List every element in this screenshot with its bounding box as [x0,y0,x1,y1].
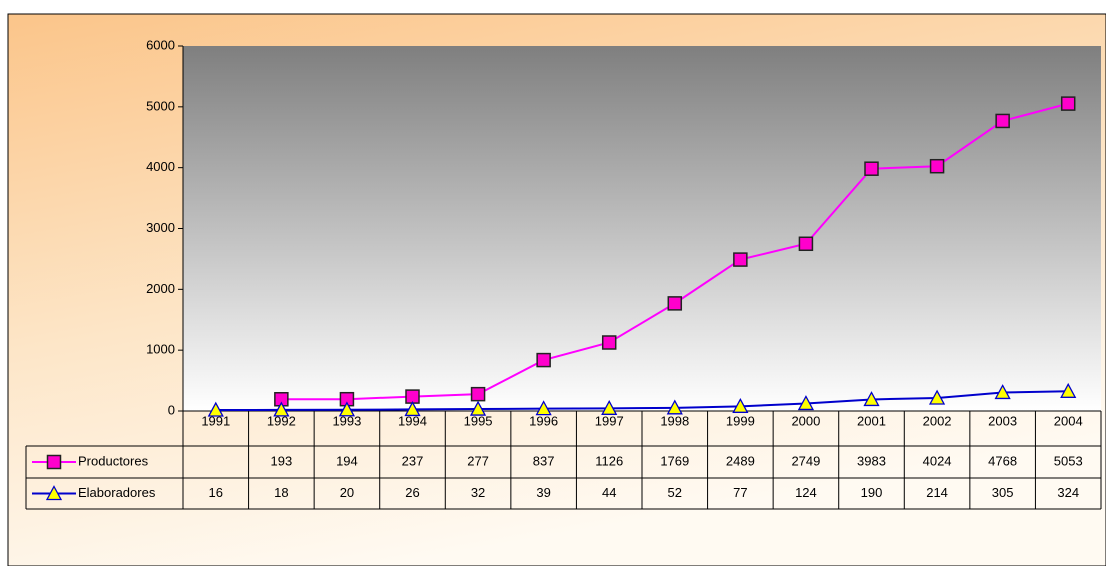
table-value: 18 [274,485,288,500]
table-value: 52 [668,485,682,500]
marker [1060,96,1076,111]
y-tick-label: 5000 [146,98,175,113]
marker [404,401,421,417]
y-tick-label: 1000 [146,342,175,357]
marker [667,296,683,311]
marker [46,454,62,470]
marker [1060,382,1077,398]
table-value: 44 [602,485,616,500]
x-tick-label: 1996 [529,413,558,428]
y-tick-label: 2000 [146,281,175,296]
y-tick-label: 4000 [146,159,175,174]
x-tick-label: 2001 [857,413,886,428]
marker [929,158,945,174]
x-tick-label: 2000 [791,413,820,428]
y-tick-label: 6000 [146,37,175,52]
marker [601,399,618,415]
y-tick-label: 0 [168,402,175,417]
table-value: 39 [536,485,550,500]
marker [535,400,552,416]
table-value: 20 [340,485,354,500]
marker [995,113,1010,129]
x-tick-label: 2004 [1054,413,1083,428]
table-value: 193 [271,453,293,468]
table-value: 3983 [857,453,886,468]
table-value: 1769 [660,453,689,468]
table-value: 5053 [1054,453,1083,468]
x-tick-label: 1994 [398,413,427,428]
table-value: 2749 [791,453,820,468]
table-value: 4024 [923,453,952,468]
x-tick-label: 1997 [595,413,624,428]
table-value: 32 [471,485,485,500]
x-tick-label: 1991 [201,413,230,428]
marker [994,384,1011,400]
x-tick-label: 1995 [464,413,493,428]
table-value: 305 [992,485,1014,500]
marker [733,252,748,267]
marker [798,236,814,252]
legend-label: Elaboradores [78,485,156,500]
y-tick-label: 3000 [146,220,175,235]
x-tick-label: 2003 [988,413,1017,428]
x-tick-label: 2002 [923,413,952,428]
marker [536,352,551,368]
legend-label: Productores [78,453,149,468]
marker [469,400,487,416]
series-line [215,390,1069,412]
marker [864,161,879,176]
marker [273,401,290,417]
x-tick-label: 1993 [332,413,361,428]
marker [470,386,486,402]
table-value: 2489 [726,453,755,468]
x-tick-label: 1999 [726,413,755,428]
plot-area [183,46,1101,411]
table-value: 26 [405,485,419,500]
table-value: 1126 [595,453,623,468]
marker [797,395,815,411]
x-tick-label: 1992 [267,413,296,428]
table-value: 194 [336,453,358,468]
marker [45,485,63,501]
table-value: 237 [402,453,424,468]
marker [928,389,946,405]
table-value: 837 [533,453,555,468]
marker [666,399,683,415]
table-value: 4768 [988,453,1017,468]
table-value: 190 [861,485,883,500]
table-value: 214 [926,485,948,500]
marker [338,401,356,417]
marker [863,391,880,407]
table-value: 124 [795,485,817,500]
table-value: 277 [467,453,489,468]
marker [207,401,224,417]
table-value: 16 [209,485,223,500]
table-value: 324 [1057,485,1079,500]
marker [732,397,749,413]
table-value: 77 [733,485,747,500]
x-tick-label: 1998 [660,413,689,428]
marker [601,335,617,350]
